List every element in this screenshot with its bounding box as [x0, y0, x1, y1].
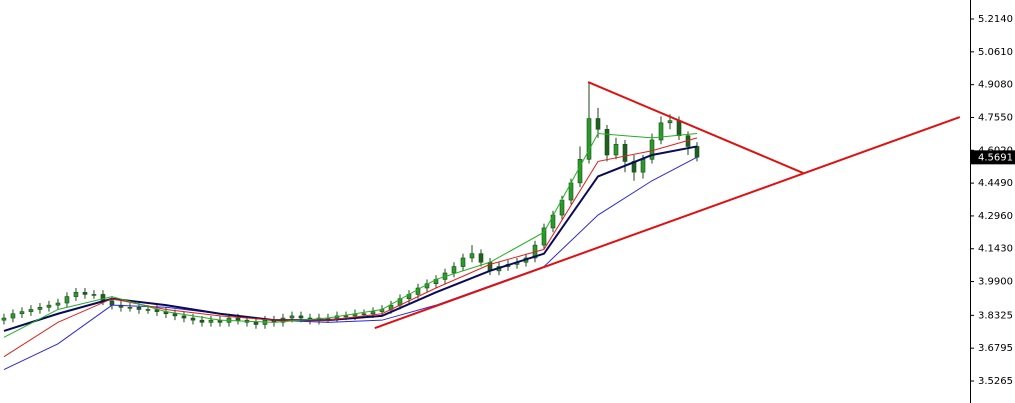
candle-body	[550, 214, 556, 229]
candle-body	[235, 317, 241, 321]
y-tick-label: 5.2140	[978, 14, 1013, 25]
candle-body	[190, 317, 196, 321]
candle-body	[622, 143, 628, 162]
candle-body	[361, 313, 367, 316]
candle-body	[172, 313, 178, 317]
y-tick-label: 4.1430	[978, 244, 1013, 255]
candle-body	[136, 307, 142, 310]
moving-average	[3, 156, 698, 370]
candle-body	[667, 120, 673, 124]
candle-body	[541, 227, 547, 246]
candle-body	[10, 313, 16, 319]
moving-average	[3, 133, 698, 338]
candle-body	[694, 146, 700, 158]
moving-average	[3, 145, 698, 332]
y-tick-label: 4.2960	[978, 211, 1013, 222]
last-price-label: 4.5691	[978, 152, 1013, 163]
candle-body	[298, 315, 304, 319]
candle-body	[613, 143, 619, 156]
candle-body	[199, 319, 205, 323]
y-tick-label: 3.6795	[978, 343, 1013, 354]
y-tick-label: 3.9900	[978, 277, 1013, 288]
y-tick-label: 3.8325	[978, 310, 1013, 321]
candle-body	[586, 118, 592, 160]
candle-body	[19, 311, 25, 315]
y-tick-label: 4.4490	[978, 178, 1013, 189]
candle-body	[181, 315, 187, 319]
candle-body	[46, 304, 52, 308]
candle-body	[478, 253, 484, 263]
candle-body	[460, 257, 466, 267]
candle-body	[82, 291, 88, 295]
moving-average	[3, 137, 698, 358]
candle-body	[595, 118, 601, 130]
candle-body	[64, 296, 70, 304]
y-tick-label: 5.0610	[978, 47, 1013, 58]
last-price-tag	[971, 150, 1015, 165]
candle-body	[676, 120, 682, 136]
candle-body	[658, 122, 664, 141]
candle-body	[37, 307, 43, 310]
candle-body	[55, 302, 61, 306]
y-tick-label: 4.7550	[978, 112, 1013, 123]
candle-body	[451, 266, 457, 274]
candle-body	[469, 253, 475, 259]
candle-body	[415, 287, 421, 295]
candle-body	[28, 309, 34, 312]
candle-body	[253, 322, 259, 325]
candle-body	[370, 311, 376, 315]
candle-body	[289, 315, 295, 319]
candle-body	[91, 294, 97, 296]
y-tick-label: 3.5265	[978, 376, 1013, 387]
candle-body	[1, 317, 7, 321]
candle-body	[604, 128, 610, 156]
candle-body	[127, 307, 133, 309]
y-tick-label: 4.9080	[978, 80, 1013, 91]
trendline	[587, 81, 804, 174]
candle-body	[640, 158, 646, 173]
candle-body	[109, 300, 115, 306]
candle-body	[577, 158, 583, 184]
candle-body	[343, 315, 349, 318]
candle-body	[73, 291, 79, 297]
candle-body	[145, 309, 151, 311]
trendline	[374, 116, 961, 330]
candle-body	[208, 319, 214, 323]
